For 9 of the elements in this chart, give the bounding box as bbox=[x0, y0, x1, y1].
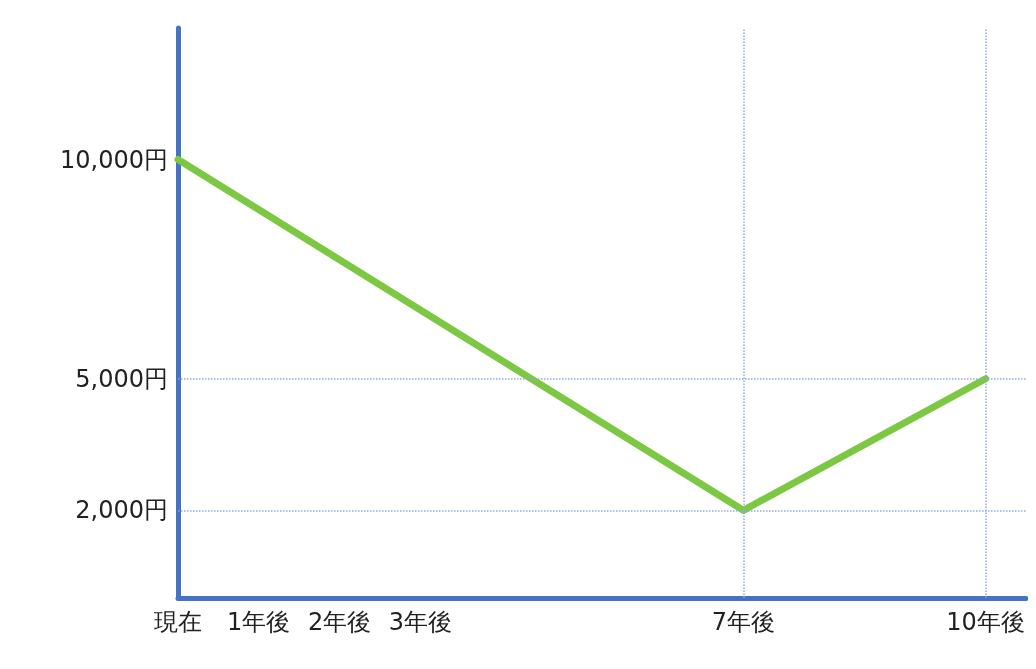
x-tick-label: 1年後 bbox=[227, 608, 291, 636]
x-tick-label: 2年後 bbox=[307, 608, 372, 636]
y-tick-label: 5,000円 bbox=[75, 364, 168, 393]
y-tick-label: 10,000円 bbox=[60, 145, 168, 174]
x-tick-label: 10年後 bbox=[946, 608, 1025, 636]
x-tick-label: 3年後 bbox=[388, 608, 452, 636]
y-tick-label: 2,000円 bbox=[75, 496, 168, 525]
x-tick-label: 7年後 bbox=[711, 608, 775, 636]
x-tick-label: 現在 bbox=[154, 608, 202, 636]
